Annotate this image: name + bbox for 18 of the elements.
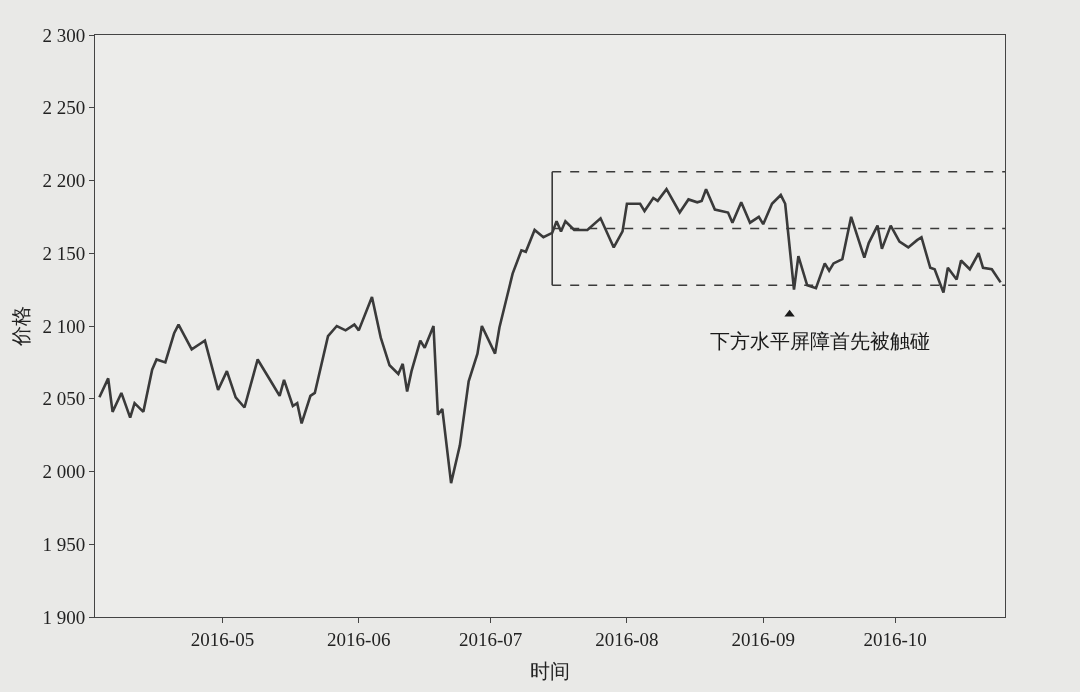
x-tick-label: 2016-08 [595,628,659,650]
y-tick-label: 2 050 [42,388,86,410]
x-tick-label: 2016-09 [731,628,795,650]
y-tick-label: 2 250 [42,97,86,119]
annotation: 下方水平屏障首先被触碰 [710,330,930,352]
y-tick-label: 2 150 [42,242,86,264]
x-tick-label: 2016-06 [327,628,391,650]
y-tick-label: 2 100 [42,315,86,337]
x-tick-label: 2016-07 [458,628,523,650]
y-axis-title: 价格 [9,306,32,347]
y-tick-label: 2 300 [42,24,86,46]
x-tick-label: 2016-05 [190,628,255,650]
y-tick-label: 2 200 [42,170,86,192]
y-tick-label: 1 950 [42,533,86,555]
x-tick-label: 2016-10 [863,628,927,650]
y-tick-label: 1 900 [42,606,86,628]
y-tick-label: 2 000 [42,461,86,483]
x-axis-title: 时间 [530,660,570,683]
